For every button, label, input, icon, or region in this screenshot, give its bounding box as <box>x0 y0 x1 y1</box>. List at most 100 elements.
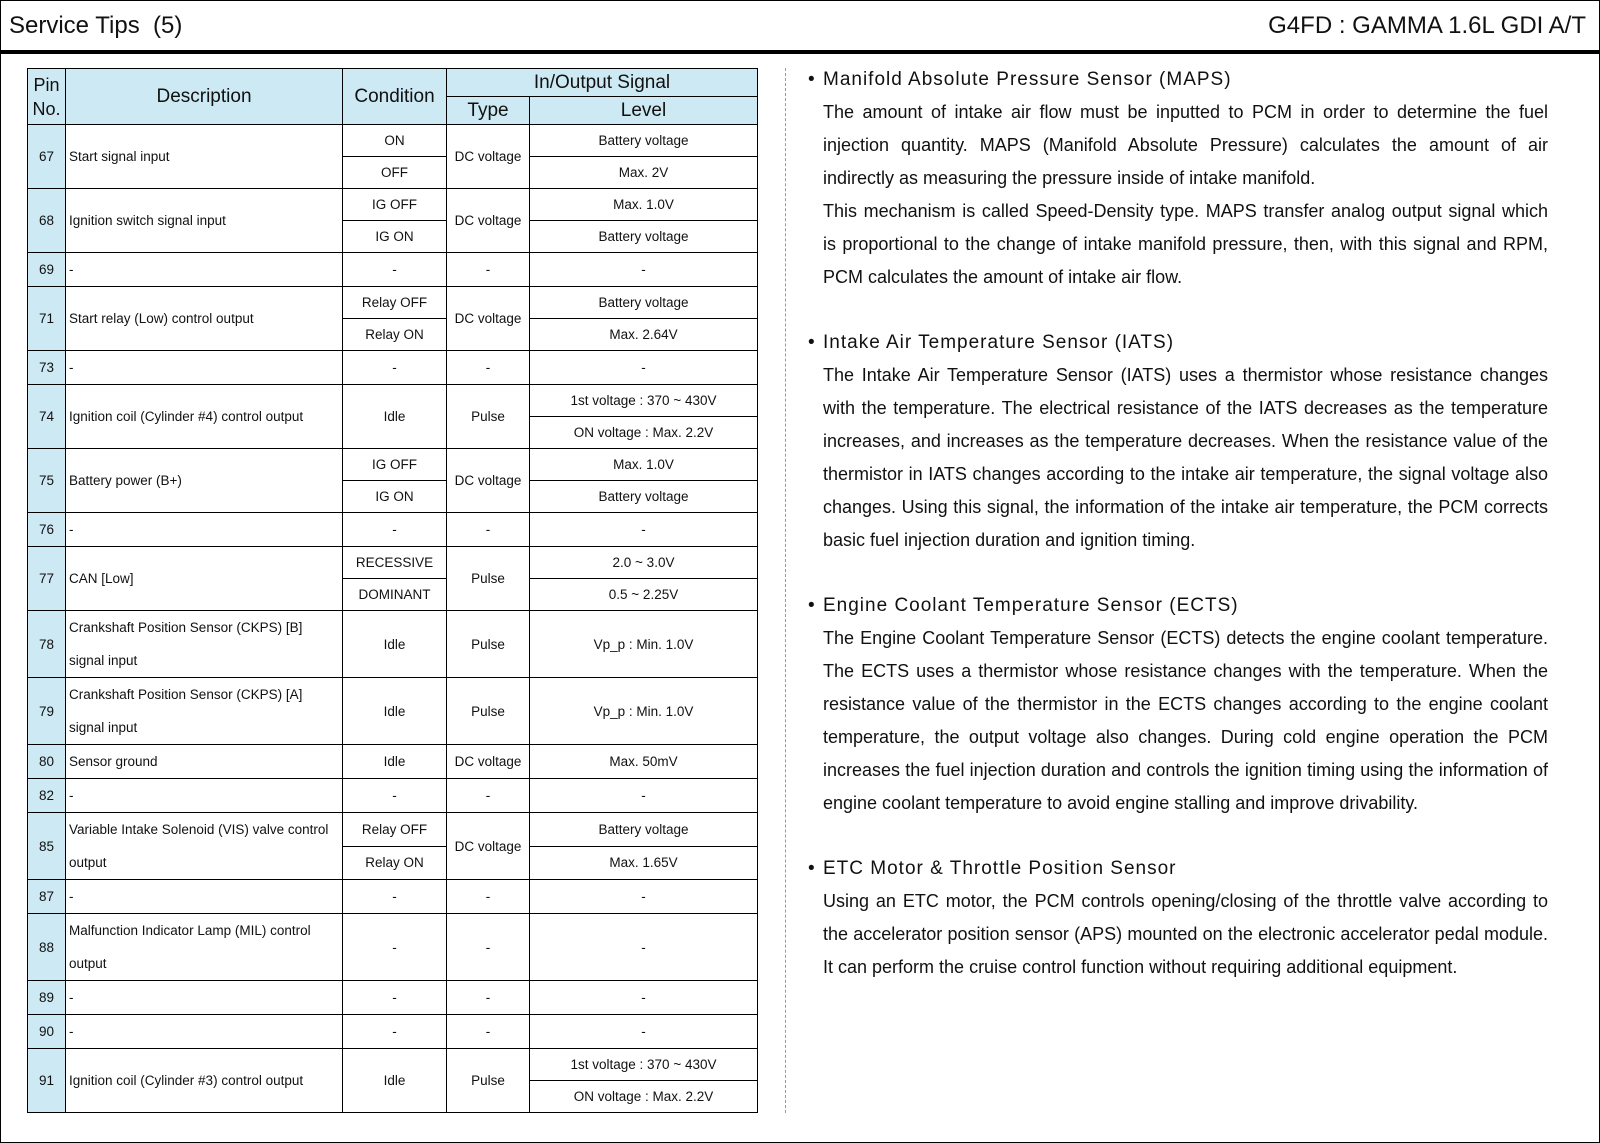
pin-table: Pin No. Description Condition In/Output … <box>27 68 758 1113</box>
signal-level: 2.0 ~ 3.0V <box>529 546 758 579</box>
condition: - <box>342 913 447 981</box>
signal-level: ON voltage : Max. 2.2V <box>529 1080 758 1113</box>
section-heading: • ETC Motor & Throttle Position Sensor <box>808 853 1548 885</box>
signal-type: DC voltage <box>446 188 530 253</box>
section-heading-text: ETC Motor & Throttle Position Sensor <box>823 858 1177 879</box>
signal-level: - <box>529 350 758 385</box>
signal-type: - <box>446 778 530 813</box>
condition: IG OFF <box>342 448 447 481</box>
signal-level: - <box>529 980 758 1015</box>
section-paragraph: The amount of intake air flow must be in… <box>823 102 1548 188</box>
pin-description: - <box>65 512 343 547</box>
header-signal: In/Output Signal <box>446 68 758 97</box>
sensor-section: • ETC Motor & Throttle Position Sensor Usi… <box>808 853 1548 984</box>
signal-level: - <box>529 879 758 914</box>
header-description: Description <box>65 68 343 125</box>
signal-type: - <box>446 350 530 385</box>
signal-type: DC voltage <box>446 124 530 189</box>
pin-number: 77 <box>27 546 66 611</box>
section-paragraph: The Intake Air Temperature Sensor (IATS)… <box>823 365 1548 550</box>
table-row: 85 Variable Intake Solenoid (VIS) valve c… <box>27 812 758 880</box>
pin-description: Ignition switch signal input <box>65 188 343 253</box>
condition: ON <box>342 124 447 157</box>
pin-number: 68 <box>27 188 66 253</box>
pin-description: - <box>65 350 343 385</box>
bullet-icon: • <box>808 69 816 90</box>
signal-type: - <box>446 512 530 547</box>
table-row: 76- - - - <box>27 512 758 547</box>
table-row: 74 Ignition coil (Cylinder #4) control ou… <box>27 384 758 449</box>
pin-description: CAN [Low] <box>65 546 343 611</box>
sensor-descriptions: • Manifold Absolute Pressure Sensor (MAPS… <box>808 64 1548 1017</box>
table-subrow: ON voltage : Max. 2.2V <box>28 416 758 449</box>
condition: IG OFF <box>342 188 447 221</box>
pin-description: Crankshaft Position Sensor (CKPS) [B] si… <box>65 610 343 678</box>
condition: - <box>342 778 447 813</box>
pin-description: - <box>65 980 343 1015</box>
pin-description: Variable Intake Solenoid (VIS) valve con… <box>65 812 343 880</box>
pin-number: 73 <box>27 350 66 385</box>
section-heading: • Engine Coolant Temperature Sensor (ECTS… <box>808 590 1548 622</box>
signal-type: DC voltage <box>446 448 530 513</box>
engine-model: G4FD : GAMMA 1.6L GDI A/T <box>1268 12 1586 39</box>
signal-level: 1st voltage : 370 ~ 430V <box>529 384 758 417</box>
table-subrow: OFF Max. 2V <box>28 156 758 189</box>
section-heading: • Intake Air Temperature Sensor (IATS) <box>808 327 1548 359</box>
table-subrow: IG ON Battery voltage <box>28 480 758 513</box>
signal-level: 1st voltage : 370 ~ 430V <box>529 1048 758 1081</box>
table-subrow: IG ON Battery voltage <box>28 220 758 253</box>
table-row: 82- - - - <box>27 778 758 813</box>
signal-type: Pulse <box>446 546 530 611</box>
condition: Relay ON <box>342 845 447 880</box>
table-row: 68 Ignition switch signal input IG OFF DC v… <box>27 188 758 253</box>
header-condition: Condition <box>342 68 447 125</box>
condition: Relay OFF <box>342 812 447 847</box>
signal-type: - <box>446 879 530 914</box>
signal-level: Max. 1.0V <box>529 448 758 481</box>
pin-description: - <box>65 1014 343 1049</box>
signal-type: - <box>446 913 530 981</box>
signal-level: Battery voltage <box>529 480 758 513</box>
pin-number: 76 <box>27 512 66 547</box>
page-title: Service Tips (5) <box>9 12 183 39</box>
pin-description: Start relay (Low) control output <box>65 286 343 351</box>
signal-level: - <box>529 778 758 813</box>
pin-number: 80 <box>27 744 66 779</box>
pin-description: Crankshaft Position Sensor (CKPS) [A] si… <box>65 677 343 745</box>
pin-number: 89 <box>27 980 66 1015</box>
condition: OFF <box>342 156 447 189</box>
pin-description: Malfunction Indicator Lamp (MIL) control… <box>65 913 343 981</box>
signal-level: Max. 1.65V <box>529 845 758 880</box>
signal-level: Battery voltage <box>529 812 758 847</box>
condition: DOMINANT <box>342 578 447 611</box>
signal-level: - <box>529 913 758 981</box>
signal-type: - <box>446 252 530 287</box>
table-row: 91 Ignition coil (Cylinder #3) control ou… <box>27 1048 758 1113</box>
condition: - <box>342 252 447 287</box>
table-row: 75 Battery power (B+) IG OFF DC voltage Max.… <box>27 448 758 513</box>
table-row: 79 Crankshaft Position Sensor (CKPS) [A] … <box>27 677 758 745</box>
pin-description: Ignition coil (Cylinder #4) control outp… <box>65 384 343 449</box>
column-divider <box>785 68 786 1113</box>
section-heading: • Manifold Absolute Pressure Sensor (MAPS… <box>808 64 1548 96</box>
pin-description: - <box>65 879 343 914</box>
section-paragraph: This mechanism is called Speed-Density t… <box>823 201 1548 287</box>
table-row: 73- - - - <box>27 350 758 385</box>
header-level: Level <box>529 96 758 125</box>
signal-level: Max. 1.0V <box>529 188 758 221</box>
condition: - <box>342 980 447 1015</box>
table-row: 88 Malfunction Indicator Lamp (MIL) contr… <box>27 913 758 981</box>
signal-level: - <box>529 1014 758 1049</box>
table-row: 69- - - - <box>27 252 758 287</box>
table-row: 89- - - - <box>27 980 758 1015</box>
signal-level: Battery voltage <box>529 286 758 319</box>
condition: Idle <box>342 384 447 449</box>
pin-number: 79 <box>27 677 66 745</box>
pin-number: 74 <box>27 384 66 449</box>
table-subrow: DOMINANT 0.5 ~ 2.25V <box>28 578 758 611</box>
signal-level: Battery voltage <box>529 124 758 157</box>
signal-level: Max. 50mV <box>529 744 758 779</box>
condition: - <box>342 350 447 385</box>
condition: RECESSIVE <box>342 546 447 579</box>
signal-level: 0.5 ~ 2.25V <box>529 578 758 611</box>
